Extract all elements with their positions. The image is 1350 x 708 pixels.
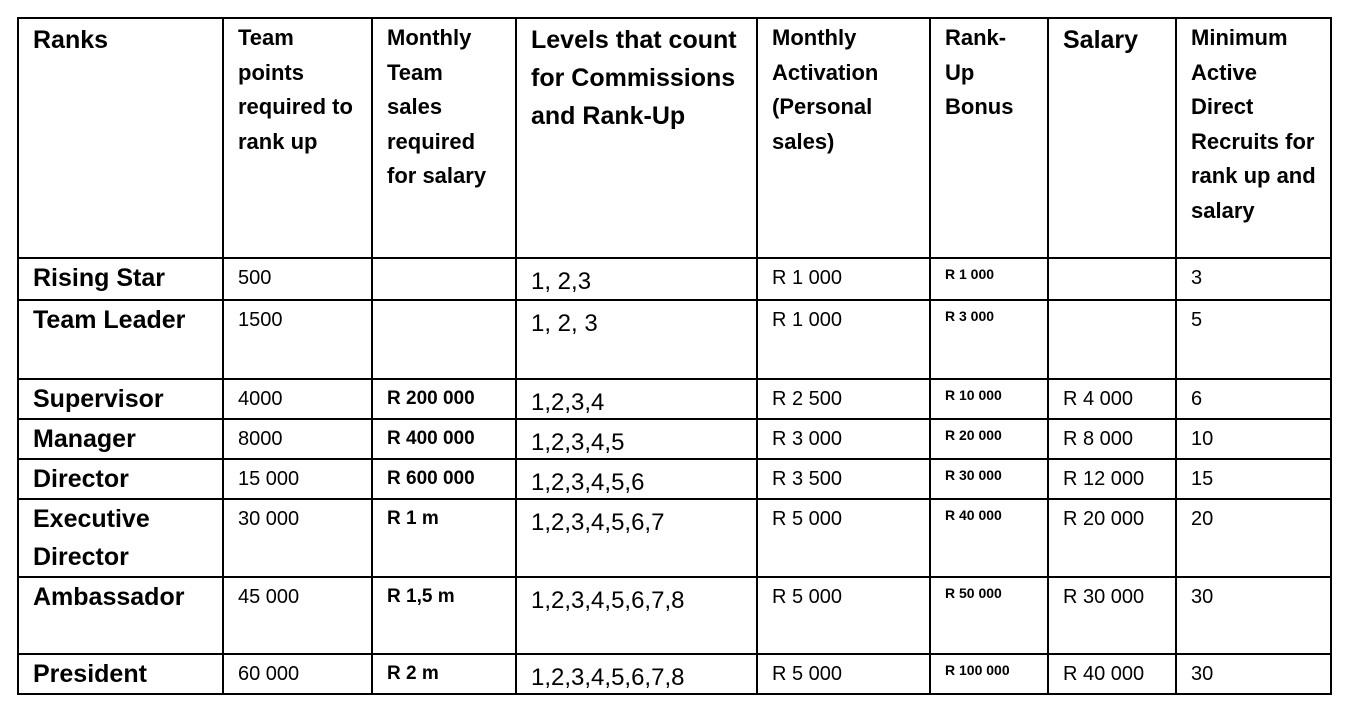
cell-points: 60 000 (222, 653, 373, 695)
cell-rank: Rising Star (17, 257, 224, 301)
cell-activation: R 5 000 (756, 498, 931, 578)
cell-activation: R 5 000 (756, 653, 931, 695)
cell-points: 500 (222, 257, 373, 301)
cell-recruits: 5 (1175, 299, 1332, 380)
cell-recruits: 6 (1175, 378, 1332, 420)
cell-salary: R 4 000 (1047, 378, 1177, 420)
cell-salary (1047, 257, 1177, 301)
cell-points: 8000 (222, 418, 373, 460)
ranks-table: Ranks Team points required to rank up Mo… (17, 17, 1332, 695)
table-row: Supervisor 4000 R 200 000 1,2,3,4 R 2 500 R 1… (17, 378, 1332, 420)
header-ranks: Ranks (17, 17, 224, 259)
cell-bonus: R 1 000 (929, 257, 1049, 301)
cell-points: 1500 (222, 299, 373, 380)
cell-bonus: R 100 000 (929, 653, 1049, 695)
table-row: Ambassador 45 000 R 1,5 m 1,2,3,4,5,6,7,8 R … (17, 576, 1332, 655)
cell-rank: Ambassador (17, 576, 224, 655)
cell-sales: R 2 m (371, 653, 517, 695)
cell-recruits: 15 (1175, 458, 1332, 500)
cell-sales (371, 257, 517, 301)
cell-points: 30 000 (222, 498, 373, 578)
cell-recruits: 20 (1175, 498, 1332, 578)
cell-bonus: R 30 000 (929, 458, 1049, 500)
header-monthly-activation: Monthly Activation (Personal sales) (756, 17, 931, 259)
cell-bonus: R 10 000 (929, 378, 1049, 420)
cell-activation: R 5 000 (756, 576, 931, 655)
cell-sales: R 1,5 m (371, 576, 517, 655)
cell-sales: R 600 000 (371, 458, 517, 500)
cell-recruits: 3 (1175, 257, 1332, 301)
cell-levels: 1, 2, 3 (515, 299, 758, 380)
cell-rank: Team Leader (17, 299, 224, 380)
table-row: Director 15 000 R 600 000 1,2,3,4,5,6 R 3 50… (17, 458, 1332, 500)
cell-sales: R 1 m (371, 498, 517, 578)
cell-recruits: 30 (1175, 576, 1332, 655)
table-row: Rising Star 500 1, 2,3 R 1 000 R 1 000 3 (17, 257, 1332, 301)
header-monthly-team-sales: Monthly Team sales required for salary (371, 17, 517, 259)
cell-recruits: 10 (1175, 418, 1332, 460)
cell-bonus: R 50 000 (929, 576, 1049, 655)
cell-points: 45 000 (222, 576, 373, 655)
header-row: Ranks Team points required to rank up Mo… (17, 17, 1332, 259)
table-row: President 60 000 R 2 m 1,2,3,4,5,6,7,8 R 5 0… (17, 653, 1332, 695)
cell-rank: President (17, 653, 224, 695)
cell-points: 4000 (222, 378, 373, 420)
cell-levels: 1,2,3,4,5 (515, 418, 758, 460)
cell-recruits: 30 (1175, 653, 1332, 695)
cell-levels: 1,2,3,4,5,6,7,8 (515, 653, 758, 695)
cell-sales: R 400 000 (371, 418, 517, 460)
cell-activation: R 3 500 (756, 458, 931, 500)
cell-rank: Executive Director (17, 498, 224, 578)
header-levels: Levels that count for Commissions and Ra… (515, 17, 758, 259)
cell-activation: R 1 000 (756, 299, 931, 380)
table-row: Executive Director 30 000 R 1 m 1,2,3,4,5,6… (17, 498, 1332, 578)
cell-levels: 1,2,3,4,5,6 (515, 458, 758, 500)
cell-bonus: R 40 000 (929, 498, 1049, 578)
cell-rank: Director (17, 458, 224, 500)
cell-levels: 1,2,3,4,5,6,7 (515, 498, 758, 578)
cell-levels: 1,2,3,4,5,6,7,8 (515, 576, 758, 655)
cell-sales (371, 299, 517, 380)
cell-bonus: R 3 000 (929, 299, 1049, 380)
cell-salary: R 20 000 (1047, 498, 1177, 578)
header-min-recruits: Minimum Active Direct Recruits for rank … (1175, 17, 1332, 259)
cell-activation: R 3 000 (756, 418, 931, 460)
cell-salary: R 30 000 (1047, 576, 1177, 655)
cell-levels: 1,2,3,4 (515, 378, 758, 420)
table-row: Manager 8000 R 400 000 1,2,3,4,5 R 3 000 R 20… (17, 418, 1332, 460)
cell-levels: 1, 2,3 (515, 257, 758, 301)
cell-bonus: R 20 000 (929, 418, 1049, 460)
cell-salary: R 8 000 (1047, 418, 1177, 460)
cell-sales: R 200 000 (371, 378, 517, 420)
cell-activation: R 1 000 (756, 257, 931, 301)
header-salary: Salary (1047, 17, 1177, 259)
cell-salary: R 40 000 (1047, 653, 1177, 695)
cell-salary: R 12 000 (1047, 458, 1177, 500)
header-team-points: Team points required to rank up (222, 17, 373, 259)
cell-rank: Supervisor (17, 378, 224, 420)
cell-points: 15 000 (222, 458, 373, 500)
header-rank-up-bonus: Rank-Up Bonus (929, 17, 1049, 259)
cell-rank: Manager (17, 418, 224, 460)
cell-salary (1047, 299, 1177, 380)
cell-activation: R 2 500 (756, 378, 931, 420)
